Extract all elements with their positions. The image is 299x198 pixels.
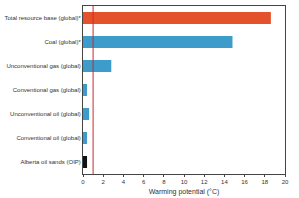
svg-text:Conventional oil (global): Conventional oil (global)	[16, 135, 80, 141]
svg-text:6: 6	[142, 179, 146, 185]
svg-text:20: 20	[282, 179, 289, 185]
svg-text:10: 10	[181, 179, 188, 185]
svg-text:Unconventional gas (global): Unconventional gas (global)	[6, 63, 80, 69]
svg-text:2: 2	[102, 179, 106, 185]
svg-text:12: 12	[201, 179, 208, 185]
svg-text:0: 0	[81, 179, 85, 185]
svg-text:18: 18	[261, 179, 268, 185]
svg-text:Alberta oil sands (OIP): Alberta oil sands (OIP)	[20, 159, 80, 165]
svg-text:4: 4	[122, 179, 126, 185]
svg-text:8: 8	[162, 179, 166, 185]
svg-text:14: 14	[221, 179, 228, 185]
svg-text:Warming potential (°C): Warming potential (°C)	[149, 188, 220, 196]
svg-text:Total resource base (global)*: Total resource base (global)*	[4, 15, 81, 21]
svg-text:Unconventional oil (global): Unconventional oil (global)	[10, 111, 81, 117]
svg-text:Conventional gas (global): Conventional gas (global)	[13, 87, 81, 93]
svg-text:Coal (global)*: Coal (global)*	[44, 39, 81, 45]
svg-text:16: 16	[241, 179, 248, 185]
